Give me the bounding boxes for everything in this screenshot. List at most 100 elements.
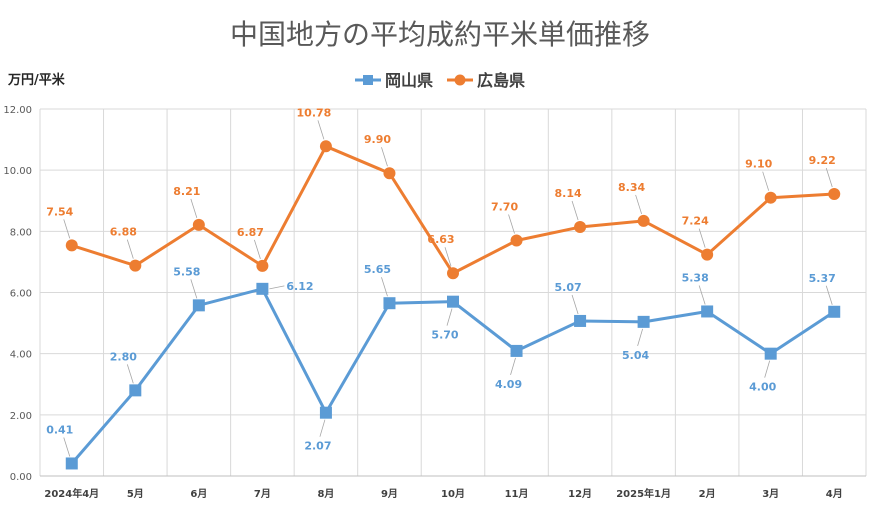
marker-hiroshima[interactable] xyxy=(701,248,714,261)
data-label-okayama: 4.00 xyxy=(749,381,776,394)
label-leader-line xyxy=(510,357,516,376)
series-line-okayama xyxy=(70,287,836,465)
data-label-okayama: 4.09 xyxy=(495,378,522,391)
x-tick-label: 2月 xyxy=(699,488,716,500)
y-tick-label: 2.00 xyxy=(10,411,32,422)
marker-hiroshima[interactable] xyxy=(129,259,142,272)
marker-hiroshima[interactable] xyxy=(65,239,78,252)
x-tick-label: 4月 xyxy=(826,488,843,500)
legend-label-okayama: 岡山県 xyxy=(385,71,433,90)
marker-okayama[interactable] xyxy=(637,315,650,328)
label-leader-line xyxy=(762,171,770,191)
legend: 岡山県 広島県 xyxy=(355,71,525,90)
data-label-hiroshima: 7.54 xyxy=(46,205,73,218)
marker-hiroshima[interactable] xyxy=(764,191,777,204)
marker-okayama[interactable] xyxy=(510,344,523,357)
data-label-okayama: 6.12 xyxy=(286,280,313,293)
label-leader-line xyxy=(317,120,325,140)
marker-okayama[interactable] xyxy=(65,457,78,470)
marker-hiroshima[interactable] xyxy=(574,221,587,234)
x-tick-label: 6月 xyxy=(190,488,207,500)
data-label-hiroshima: 7.70 xyxy=(491,201,518,214)
x-tick-label: 5月 xyxy=(127,488,144,500)
x-tick-label: 12月 xyxy=(568,488,592,500)
marker-okayama[interactable] xyxy=(447,295,459,308)
y-axis-ticks: 0.00 2.00 4.00 6.00 8.00 10.00 12.00 xyxy=(3,105,32,483)
marker-okayama[interactable] xyxy=(764,347,777,360)
y-tick-label: 12.00 xyxy=(3,105,32,116)
x-tick-label: 7月 xyxy=(254,488,271,500)
data-label-okayama: 0.41 xyxy=(46,423,73,436)
marker-okayama[interactable] xyxy=(192,299,205,312)
data-label-hiroshima: 8.21 xyxy=(173,185,200,198)
label-leader-line xyxy=(698,228,706,248)
x-tick-label: 8月 xyxy=(317,488,334,500)
label-leader-line xyxy=(508,214,515,234)
marker-okayama[interactable] xyxy=(129,384,142,397)
marker-hiroshima[interactable] xyxy=(256,259,269,272)
legend-item-hiroshima[interactable]: 広島県 xyxy=(447,71,525,90)
data-label-okayama: 5.58 xyxy=(173,265,200,278)
marker-hiroshima[interactable] xyxy=(510,234,523,247)
marker-hiroshima[interactable] xyxy=(192,218,205,231)
label-leader-line xyxy=(764,360,771,378)
label-leader-line xyxy=(319,419,326,437)
y-tick-label: 10.00 xyxy=(3,166,32,177)
label-leader-line xyxy=(635,194,642,215)
label-leader-line xyxy=(126,239,134,259)
label-leader-line xyxy=(637,328,643,346)
series-markers xyxy=(65,140,841,470)
data-label-hiroshima: 9.90 xyxy=(364,133,391,146)
data-label-okayama: 5.37 xyxy=(809,272,836,285)
label-leader-line xyxy=(571,200,579,221)
marker-okayama[interactable] xyxy=(828,305,841,318)
marker-okayama[interactable] xyxy=(319,406,332,419)
data-label-okayama: 2.80 xyxy=(110,350,137,363)
marker-okayama[interactable] xyxy=(383,297,396,310)
data-label-hiroshima: 8.14 xyxy=(555,187,582,200)
y-tick-label: 6.00 xyxy=(10,289,32,300)
marker-hiroshima[interactable] xyxy=(319,140,332,153)
data-label-hiroshima: 10.78 xyxy=(297,106,332,119)
label-leader-line xyxy=(825,285,833,305)
chart-title: 中国地方の平均成約平米単価推移 xyxy=(230,18,650,51)
data-label-hiroshima: 6.63 xyxy=(427,233,454,246)
data-label-okayama: 5.38 xyxy=(682,271,709,284)
data-label-okayama: 5.65 xyxy=(364,263,391,276)
label-leader-line xyxy=(381,277,388,297)
marker-hiroshima[interactable] xyxy=(447,267,459,280)
label-leader-line xyxy=(446,308,453,326)
label-leader-lines xyxy=(63,120,833,457)
label-leader-line xyxy=(63,219,71,239)
label-leader-line xyxy=(269,285,285,290)
x-tick-label: 2025年1月 xyxy=(616,487,671,500)
x-tick-label: 9月 xyxy=(381,488,398,500)
data-label-okayama: 5.07 xyxy=(555,281,582,294)
label-leader-line xyxy=(190,198,198,219)
label-leader-line xyxy=(190,279,198,299)
label-leader-line xyxy=(571,294,579,315)
data-label-hiroshima: 9.22 xyxy=(809,154,836,167)
marker-okayama[interactable] xyxy=(256,282,269,295)
data-label-okayama: 2.07 xyxy=(304,440,331,453)
data-labels: 0.41 2.80 5.58 6.12 2.07 5.65 5.70 4.09 5.07 5.04… xyxy=(46,106,836,452)
data-label-hiroshima: 9.10 xyxy=(745,158,772,171)
data-label-hiroshima: 8.34 xyxy=(618,181,645,194)
legend-marker-hiroshima xyxy=(454,74,466,86)
marker-hiroshima[interactable] xyxy=(637,214,650,227)
y-axis-unit-label: 万円/平米 xyxy=(7,72,66,88)
series-line-hiroshima xyxy=(71,144,835,275)
x-tick-label: 2024年4月 xyxy=(44,487,99,500)
legend-item-okayama[interactable]: 岡山県 xyxy=(355,71,433,90)
label-leader-line xyxy=(126,364,134,384)
gridlines xyxy=(39,108,867,477)
marker-okayama[interactable] xyxy=(574,314,587,327)
legend-label-hiroshima: 広島県 xyxy=(477,71,525,90)
x-tick-label: 10月 xyxy=(441,488,465,500)
label-leader-line xyxy=(825,167,833,188)
marker-hiroshima[interactable] xyxy=(383,167,396,180)
marker-hiroshima[interactable] xyxy=(828,188,841,201)
marker-okayama[interactable] xyxy=(701,305,714,318)
